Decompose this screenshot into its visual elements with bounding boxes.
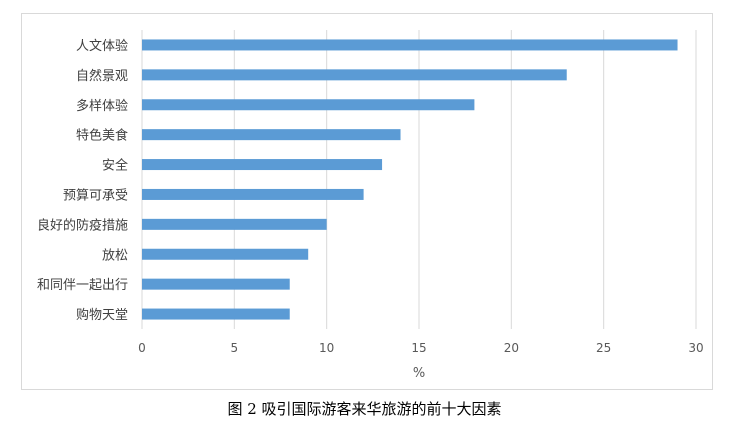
category-label: 预算可承受 bbox=[63, 188, 128, 203]
category-label: 安全 bbox=[102, 158, 128, 174]
x-tick-label: 30 bbox=[688, 341, 703, 355]
x-tick-label: 0 bbox=[138, 341, 146, 355]
x-tick-label: 20 bbox=[504, 341, 519, 355]
bar bbox=[142, 308, 290, 320]
figure-caption: 图 2 吸引国际游客来华旅游的前十大因素 bbox=[227, 400, 502, 418]
bar bbox=[142, 248, 309, 260]
category-label: 放松 bbox=[102, 248, 128, 263]
chart-frame bbox=[21, 13, 713, 390]
x-tick-label: 15 bbox=[411, 341, 426, 355]
category-label: 良好的防疫措施 bbox=[37, 217, 128, 233]
bar bbox=[142, 159, 383, 171]
x-tick-label: 5 bbox=[231, 341, 239, 355]
category-label: 购物天堂 bbox=[76, 307, 128, 323]
category-label: 多样体验 bbox=[76, 98, 128, 114]
x-axis-title: % bbox=[413, 366, 425, 381]
bar bbox=[142, 218, 327, 230]
bar-chart: 人文体验自然景观多样体验特色美食安全预算可承受良好的防疫措施放松和同伴一起出行购… bbox=[37, 30, 704, 381]
category-label: 特色美食 bbox=[76, 128, 128, 144]
bar bbox=[142, 188, 364, 200]
bars bbox=[142, 39, 678, 320]
bar bbox=[142, 129, 401, 141]
category-label: 人文体验 bbox=[76, 38, 128, 54]
category-label: 和同伴一起出行 bbox=[37, 278, 128, 293]
bar bbox=[142, 278, 290, 290]
x-tick-label: 10 bbox=[319, 341, 334, 355]
x-tick-labels: 0 5 10 15 20 25 30 bbox=[138, 341, 703, 355]
bar bbox=[142, 39, 678, 51]
category-labels: 人文体验自然景观多样体验特色美食安全预算可承受良好的防疫措施放松和同伴一起出行购… bbox=[37, 38, 128, 323]
bar bbox=[142, 99, 475, 111]
x-tick-label: 25 bbox=[596, 341, 611, 355]
category-label: 自然景观 bbox=[76, 68, 128, 84]
bar bbox=[142, 69, 567, 81]
